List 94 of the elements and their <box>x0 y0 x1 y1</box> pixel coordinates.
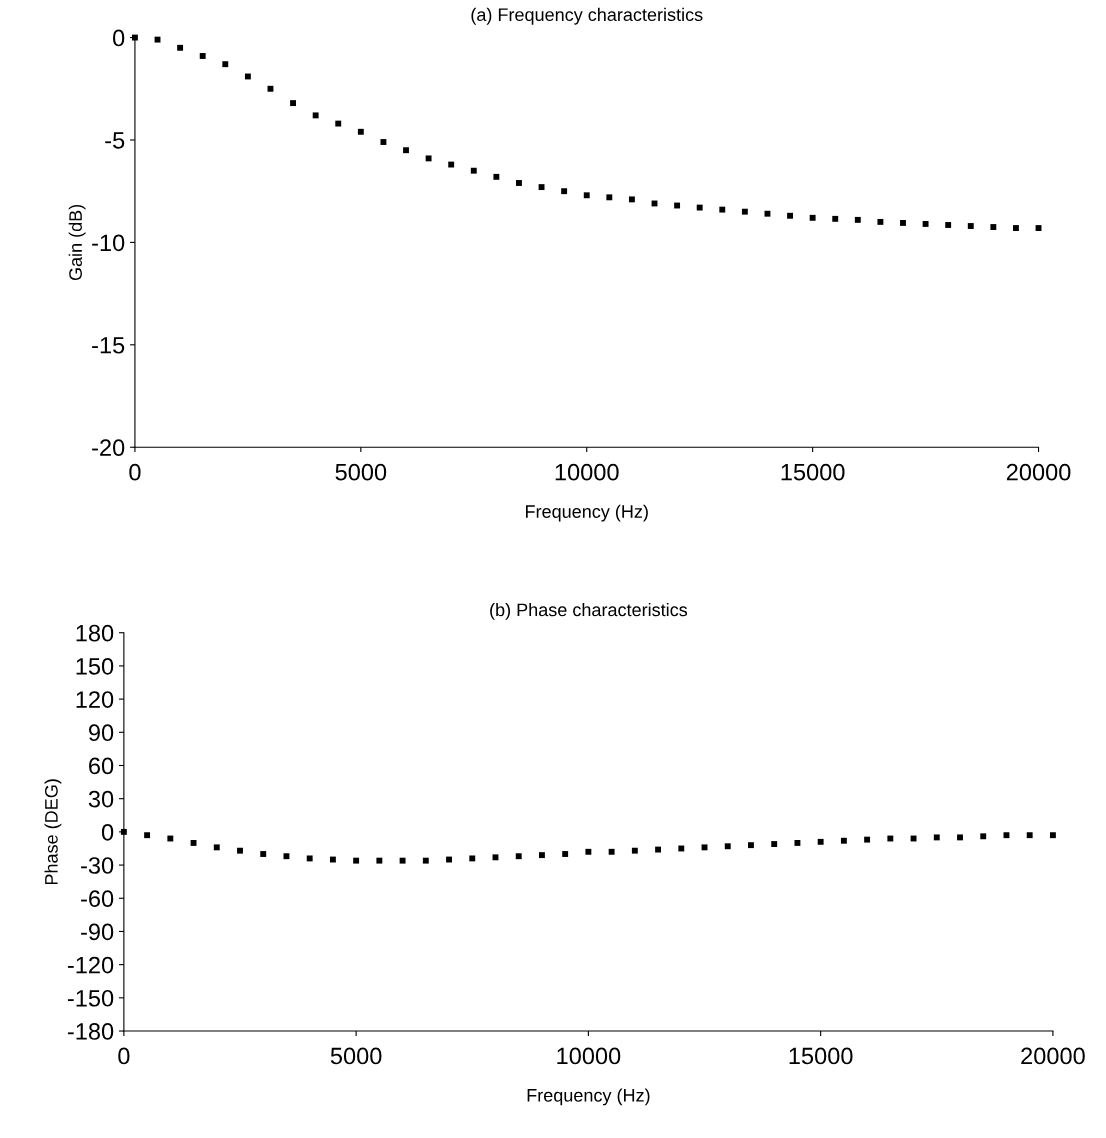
point <box>900 219 906 226</box>
point <box>794 840 801 846</box>
point <box>335 120 342 127</box>
point <box>631 847 638 854</box>
y-tick-label: 0 <box>113 29 125 47</box>
point <box>832 215 839 222</box>
point <box>933 834 940 841</box>
y-tick-label: 120 <box>76 691 114 708</box>
point <box>470 167 477 174</box>
x-axis-title: Frequency (Hz) <box>527 1088 650 1106</box>
point <box>353 857 360 864</box>
point <box>448 161 455 168</box>
point <box>469 855 476 862</box>
point <box>422 857 429 864</box>
point <box>696 204 703 211</box>
y-tick-label: 90 <box>89 724 114 742</box>
point <box>628 196 635 203</box>
y-axis-title: Phase (DEG) <box>44 779 62 885</box>
y-tick-label: 180 <box>76 624 114 642</box>
point <box>724 843 731 850</box>
point <box>144 832 151 839</box>
point <box>306 855 313 862</box>
x-tick-label: 5000 <box>335 463 387 481</box>
x-tick-label: 20000 <box>1021 1047 1085 1065</box>
x-axis-title: Frequency (Hz) <box>526 504 648 522</box>
point <box>945 222 952 228</box>
point <box>493 173 500 180</box>
point <box>748 842 754 849</box>
y-tick-label: -30 <box>81 857 114 874</box>
x-tick-label: 15000 <box>789 1047 853 1065</box>
point <box>312 112 319 119</box>
point <box>809 214 816 221</box>
y-tick-label: -10 <box>92 234 125 252</box>
point <box>585 848 592 855</box>
y-tick-label: -15 <box>92 337 125 354</box>
point <box>817 838 824 845</box>
point <box>840 837 847 844</box>
y-tick-label: -120 <box>67 956 114 974</box>
y-tick-label: -180 <box>67 1023 114 1040</box>
point <box>967 223 974 229</box>
point <box>864 836 871 843</box>
point <box>199 53 206 59</box>
point <box>538 852 545 859</box>
x-tick-label: 15000 <box>781 463 845 481</box>
point <box>425 155 432 162</box>
point <box>260 851 267 857</box>
point <box>957 834 963 841</box>
point <box>403 147 409 154</box>
y-tick-label: 150 <box>76 657 114 675</box>
point <box>990 224 997 230</box>
point <box>1049 832 1056 839</box>
point <box>376 857 383 864</box>
point <box>877 218 884 225</box>
point <box>854 216 861 223</box>
x-tick-label: 10000 <box>555 463 619 481</box>
point <box>606 194 613 201</box>
point <box>719 206 726 213</box>
point <box>1013 225 1019 231</box>
point <box>357 128 364 135</box>
x-tick-label: 0 <box>129 463 141 481</box>
point <box>380 139 387 145</box>
point <box>787 212 793 219</box>
point <box>213 844 220 851</box>
y-tick-label: 60 <box>89 757 114 775</box>
point <box>562 851 569 857</box>
y-tick-label: -20 <box>92 439 125 457</box>
y-tick-label: -60 <box>81 890 114 908</box>
point <box>583 192 590 199</box>
point <box>222 61 229 68</box>
point <box>237 847 243 854</box>
point <box>516 180 522 186</box>
y-tick-label: 0 <box>101 823 114 841</box>
point <box>922 221 929 227</box>
point <box>771 841 778 847</box>
point <box>177 44 184 51</box>
y-tick-label: -150 <box>67 989 114 1007</box>
point <box>655 846 662 853</box>
y-tick-label: -90 <box>81 923 114 941</box>
point <box>1026 832 1033 839</box>
y-axis-title: Gain (dB) <box>68 204 86 281</box>
x-tick-label: 5000 <box>330 1047 382 1065</box>
y-tick-label: 30 <box>88 790 114 808</box>
point <box>399 857 406 864</box>
x-tick-label: 10000 <box>557 1047 621 1065</box>
chart-title: (b) Phase characteristics <box>490 602 688 620</box>
x-tick-label: 20000 <box>1006 463 1071 481</box>
point <box>515 853 522 860</box>
point <box>561 188 568 195</box>
point <box>741 208 748 215</box>
point <box>980 833 987 840</box>
point <box>290 100 297 107</box>
point <box>608 848 615 855</box>
chart-title: (a) Frequency characteristics <box>471 7 703 25</box>
y-tick-label: -5 <box>105 132 125 149</box>
